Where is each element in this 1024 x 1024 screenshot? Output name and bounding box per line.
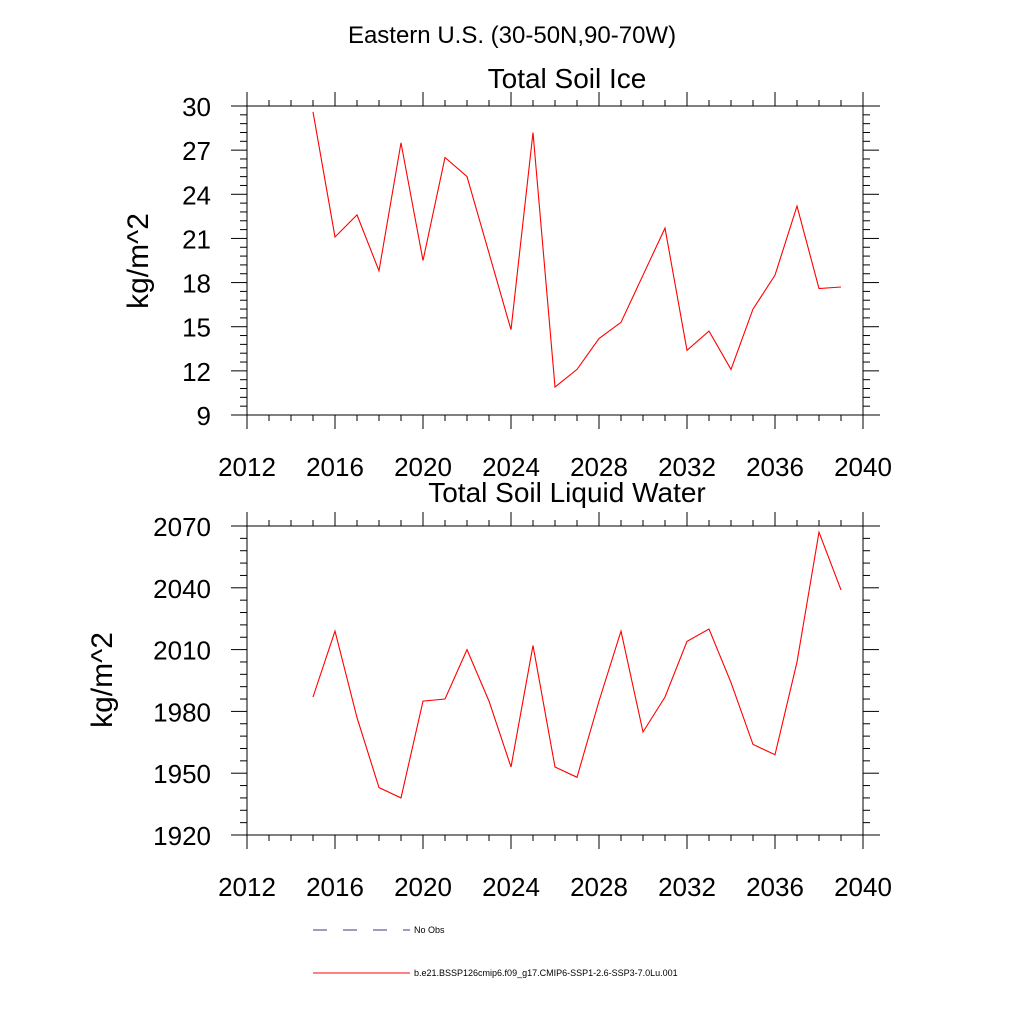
y-axis-label: kg/m^2 [86,632,119,728]
x-tick-label: 2028 [570,452,628,482]
x-tick-label: 2020 [394,452,452,482]
legend-label-no-obs: No Obs [414,925,445,935]
legend-label-model-run: b.e21.BSSP126cmip6.f09_g17.CMIP6-SSP1-2.… [414,968,678,978]
x-tick-label: 2024 [482,872,540,902]
y-axis-label: kg/m^2 [122,213,155,309]
x-tick-label: 2024 [482,452,540,482]
y-tick-label: 18 [182,269,211,299]
y-tick-label: 27 [182,136,211,166]
y-tick-label: 24 [182,180,211,210]
x-tick-label: 2016 [306,452,364,482]
x-tick-label: 2028 [570,872,628,902]
x-tick-label: 2032 [658,452,716,482]
x-tick-label: 2012 [218,872,276,902]
y-tick-label: 12 [182,357,211,387]
panel-title: Total Soil Ice [488,63,647,94]
panel-title: Total Soil Liquid Water [428,477,706,508]
y-tick-label: 30 [182,92,211,122]
x-tick-label: 2012 [218,452,276,482]
y-tick-label: 15 [182,313,211,343]
y-tick-label: 21 [182,224,211,254]
x-tick-label: 2040 [834,452,892,482]
soil-liquid-water-panel: Total Soil Liquid Water kg/m^2 2012 2016 202… [86,477,892,902]
series-line [312,530,842,799]
soil-ice-panel: Total Soil Ice kg/m^2 2012 2016 2020 2024 2028… [122,63,892,482]
x-tick-label: 2036 [746,872,804,902]
x-tick-label: 2040 [834,872,892,902]
y-tick-label: 9 [197,401,211,431]
y-tick-label: 2040 [153,574,211,604]
y-tick-label: 1980 [153,697,211,727]
x-tick-label: 2020 [394,872,452,902]
y-tick-label: 1920 [153,821,211,851]
y-tick-label: 2070 [153,512,211,542]
x-tick-label: 2036 [746,452,804,482]
x-tick-label: 2032 [658,872,716,902]
figure-title: Eastern U.S. (30-50N,90-70W) [348,22,676,49]
series-line [312,111,842,389]
y-tick-label: 2010 [153,636,211,666]
x-tick-label: 2016 [306,872,364,902]
y-tick-label: 1950 [153,759,211,789]
legend: No Obs b.e21.BSSP126cmip6.f09_g17.CMIP6-… [313,925,678,978]
